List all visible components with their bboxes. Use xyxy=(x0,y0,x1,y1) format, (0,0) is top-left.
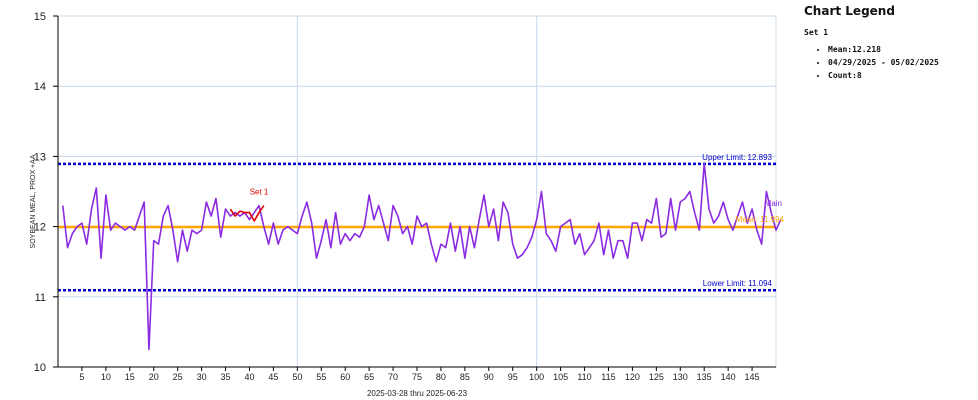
series-lines xyxy=(61,162,782,351)
x-tick-label: 40 xyxy=(244,372,254,382)
axes xyxy=(53,15,776,371)
legend-items: Mean:12.218 04/29/2025 - 05/02/2025 Coun… xyxy=(804,43,974,82)
series-set1-label: Set 1 xyxy=(250,188,269,197)
x-tick-label: 80 xyxy=(436,372,446,382)
control-chart: 10 11 12 13 14 15 5 10 15 20 25 30 35 40 45 50 55 60 65 70 7… xyxy=(30,11,785,398)
x-tick-label: 60 xyxy=(340,372,350,382)
x-tick-label: 20 xyxy=(149,372,159,382)
upper-limit-label: Upper Limit: 12.893 xyxy=(702,153,772,162)
y-tick-label: 11 xyxy=(35,292,46,304)
x-tick-label: 90 xyxy=(484,372,494,382)
x-tick-label: 85 xyxy=(460,372,470,382)
x-tick-label: 100 xyxy=(529,372,544,382)
x-tick-label: 115 xyxy=(601,372,615,382)
x-tick-label: 50 xyxy=(292,372,302,382)
x-tick-label: 55 xyxy=(316,372,326,382)
x-tick-label: 75 xyxy=(412,372,422,382)
x-tick-label: 30 xyxy=(197,372,207,382)
legend-item-date-range: 04/29/2025 - 05/02/2025 xyxy=(828,56,974,69)
y-tick-label: 14 xyxy=(34,81,46,93)
x-tick-label: 45 xyxy=(268,372,278,382)
x-tick-label: 95 xyxy=(508,372,518,382)
x-tick-label: 10 xyxy=(101,372,111,382)
legend-item-mean: Mean:12.218 xyxy=(828,43,974,56)
x-tick-label: 15 xyxy=(125,372,135,382)
x-axis-title: 2025-03-28 thru 2025-06-23 xyxy=(367,389,468,398)
y-tick-label: 12 xyxy=(34,222,46,234)
series-main-line xyxy=(61,162,782,351)
y-tick-label: 10 xyxy=(34,362,46,374)
y-tick-label: 15 xyxy=(34,11,46,23)
chart-legend: Chart Legend Set 1 Mean:12.218 04/29/202… xyxy=(804,4,974,82)
x-tick-label: 35 xyxy=(221,372,231,382)
legend-set-name: Set 1 xyxy=(804,28,829,37)
x-tick-label: 145 xyxy=(745,372,760,382)
plot-area: 10 11 12 13 14 15 5 10 15 20 25 30 35 40 45 50 55 60 65 70 7… xyxy=(30,11,785,398)
gridlines xyxy=(58,15,777,367)
series-set1-line xyxy=(229,205,265,222)
legend-item-count: Count:8 xyxy=(828,69,974,82)
y-axis-title: SOYBEAN MEAL, PROX +AA xyxy=(30,154,37,248)
x-tick-label: 65 xyxy=(364,372,374,382)
y-tick-label: 13 xyxy=(34,151,46,163)
x-tick-label: 140 xyxy=(721,372,736,382)
x-tick-label: 110 xyxy=(577,372,591,382)
control-limits xyxy=(58,162,776,292)
x-tick-label: 135 xyxy=(697,372,712,382)
x-tick-label: 120 xyxy=(625,372,640,382)
chart-labels: 10 11 12 13 14 15 5 10 15 20 25 30 35 40 45 50 55 60 65 70 7… xyxy=(30,11,785,398)
legend-title: Chart Legend xyxy=(804,4,895,18)
x-tick-label: 130 xyxy=(673,372,688,382)
lower-limit-label: Lower Limit: 11.094 xyxy=(703,279,773,288)
mean-label: Mean: 11.994 xyxy=(736,215,785,224)
x-tick-label: 25 xyxy=(173,372,183,382)
x-tick-label: 125 xyxy=(649,372,664,382)
x-tick-label: 5 xyxy=(79,372,84,382)
series-main-label: Main xyxy=(765,199,782,208)
x-tick-label: 105 xyxy=(553,372,568,382)
x-tick-label: 70 xyxy=(388,372,398,382)
